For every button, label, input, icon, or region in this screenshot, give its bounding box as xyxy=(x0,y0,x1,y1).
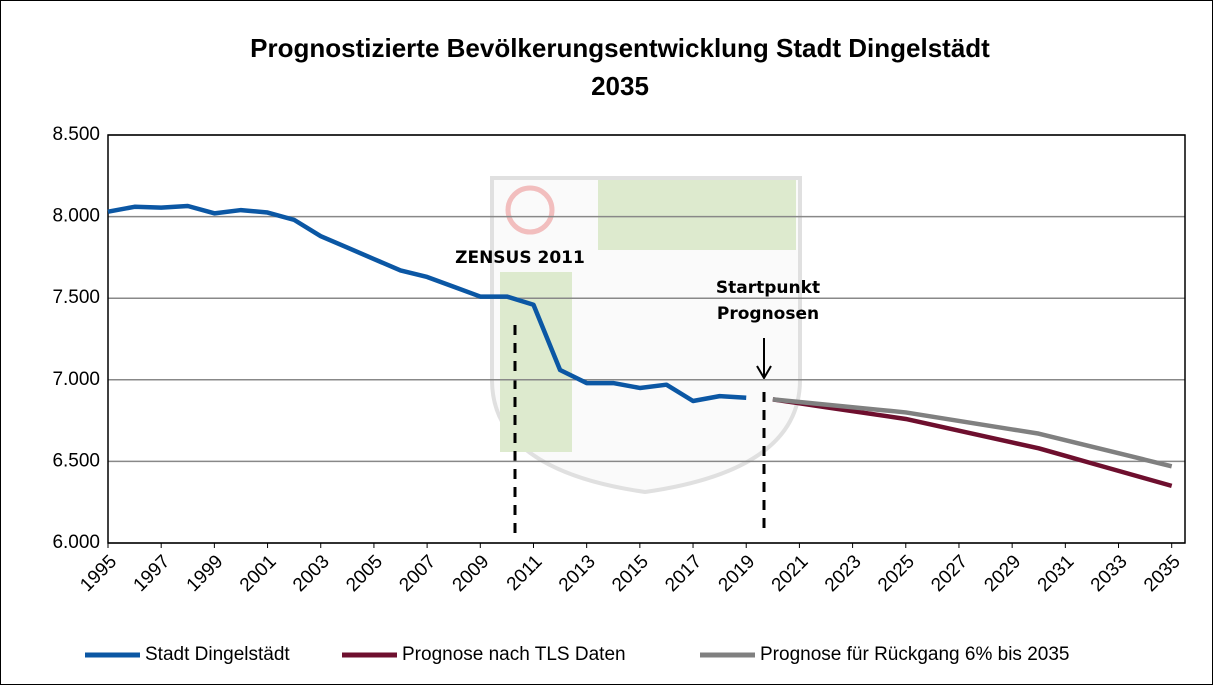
y-tick-label: 7.500 xyxy=(52,287,100,308)
legend-label: Stadt Dingelstädt xyxy=(145,644,290,665)
plot-frame xyxy=(107,134,1186,544)
legend-label: Prognose nach TLS Daten xyxy=(402,644,626,665)
y-tick-label: 8.500 xyxy=(52,124,100,145)
annotation: ZENSUS 2011 xyxy=(455,248,585,268)
annotation-arrow xyxy=(756,338,772,380)
chart-subtitle: 2035 xyxy=(591,71,649,101)
series-line xyxy=(772,397,1173,489)
legend-label: Prognose für Rückgang 6% bis 2035 xyxy=(760,644,1069,665)
y-tick-label: 6.000 xyxy=(52,532,100,553)
chart-title: Prognostizierte Bevölkerungsentwicklung … xyxy=(250,33,990,63)
annotation: Startpunkt xyxy=(716,278,820,298)
series-line xyxy=(107,203,747,404)
series-line xyxy=(772,397,1173,469)
watermark xyxy=(490,176,802,495)
annotation: Prognosen xyxy=(717,304,819,324)
y-tick-label: 6.500 xyxy=(52,450,100,471)
y-tick-label: 8.000 xyxy=(52,206,100,227)
y-tick-label: 7.000 xyxy=(52,369,100,390)
